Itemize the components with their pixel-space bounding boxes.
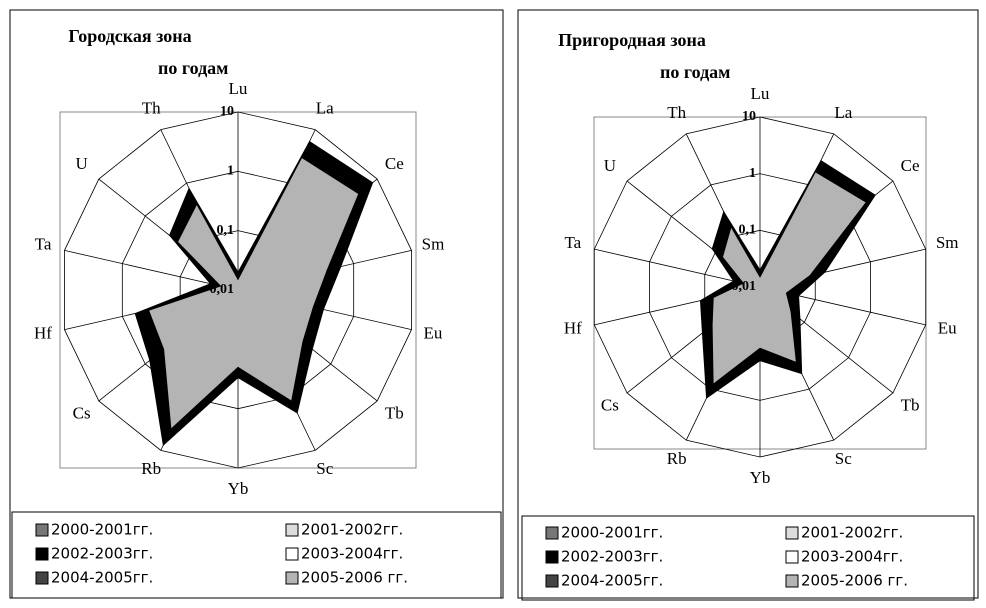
axis-label: Cs [73, 404, 91, 423]
legend-label: 2000-2001гг. [51, 521, 153, 539]
legend-label: 2004-2005гг. [51, 569, 153, 587]
chart-title: Пригородная зона [558, 30, 706, 50]
legend-swatch [785, 550, 799, 564]
legend-swatch [35, 523, 49, 537]
legend-swatch [285, 523, 299, 537]
chart-title: по годам [660, 62, 730, 82]
axis-label: Sc [835, 449, 852, 468]
legend-label: 2001-2002гг. [301, 521, 403, 539]
r-tick-label: 0,01 [210, 282, 235, 297]
legend-box [521, 515, 975, 601]
axis-label: Rb [667, 449, 687, 468]
axis-label: La [834, 103, 852, 122]
axis-label: Tb [901, 396, 920, 415]
r-tick-label: 10 [742, 109, 756, 124]
axis-label: Sc [316, 459, 333, 478]
axis-label: Eu [938, 319, 957, 338]
axis-label: Ce [385, 154, 404, 173]
legend-swatch [35, 547, 49, 561]
chart-title: Городская зона [68, 26, 191, 46]
legend-swatch [545, 574, 559, 588]
legend-label: 2005-2006 гг. [801, 572, 908, 590]
legend-label: 2004-2005гг. [561, 572, 663, 590]
r-tick-label: 0,1 [217, 223, 235, 238]
panel [517, 9, 979, 599]
axis-label: La [316, 99, 334, 118]
axis-label: Eu [424, 323, 443, 342]
r-tick-label: 0,01 [732, 279, 757, 294]
axis-label: Th [667, 103, 686, 122]
axis-label: U [604, 156, 616, 175]
legend-box [11, 511, 502, 599]
legend-swatch [285, 547, 299, 561]
legend-label: 2002-2003гг. [561, 548, 663, 566]
r-tick-label: 10 [220, 104, 234, 119]
legend-label: 2003-2004гг. [801, 548, 903, 566]
legend-label: 2005-2006 гг. [301, 569, 408, 587]
axis-label: Yb [750, 468, 771, 487]
r-tick-label: 0,1 [739, 223, 757, 238]
axis-label: Sm [936, 233, 959, 252]
legend-label: 2002-2003гг. [51, 545, 153, 563]
r-tick-label: 1 [749, 166, 756, 181]
axis-label: Sm [422, 234, 445, 253]
axis-label: Lu [751, 84, 770, 103]
axis-label: Rb [141, 459, 161, 478]
axis-label: Ta [35, 234, 52, 253]
axis-label: Ce [901, 156, 920, 175]
legend-swatch [545, 550, 559, 564]
legend-label: 2000-2001гг. [561, 524, 663, 542]
axis-label: Ta [564, 233, 581, 252]
legend-swatch [545, 526, 559, 540]
legend-label: 2001-2002гг. [801, 524, 903, 542]
legend-label: 2003-2004гг. [301, 545, 403, 563]
axis-label: Hf [564, 319, 582, 338]
spoke [594, 248, 761, 288]
axis-label: Th [142, 99, 161, 118]
legend-swatch [785, 574, 799, 588]
axis-label: U [75, 154, 87, 173]
legend-swatch [785, 526, 799, 540]
axis-label: Hf [34, 323, 52, 342]
chart-title: по годам [158, 58, 228, 78]
legend-swatch [35, 571, 49, 585]
axis-label: Tb [385, 404, 404, 423]
axis-label: Lu [229, 79, 248, 98]
series-area [711, 171, 867, 385]
legend-swatch [285, 571, 299, 585]
spoke [64, 250, 239, 291]
axis-label: Cs [601, 396, 619, 415]
axis-label: Yb [228, 479, 249, 498]
series-area [148, 157, 360, 430]
r-tick-label: 1 [227, 164, 234, 179]
